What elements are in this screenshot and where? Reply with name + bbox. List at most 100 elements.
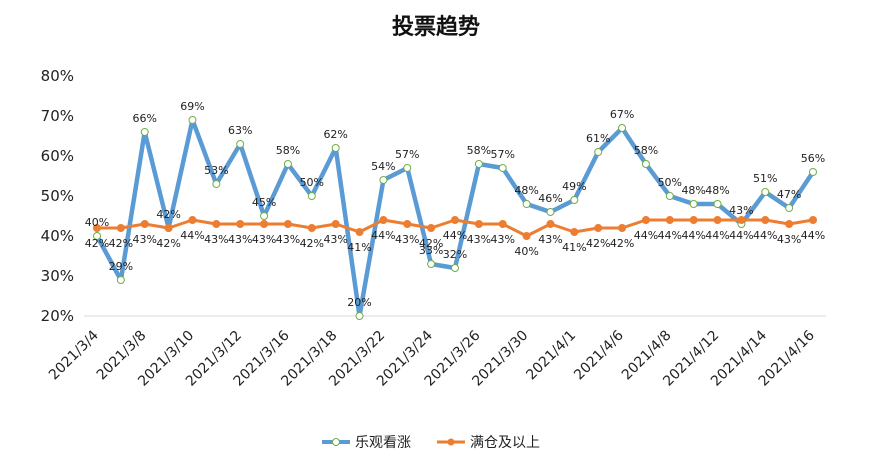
y-axis: 20% 30% 40% 50% 60% 70% 80% (41, 67, 74, 325)
series-2-data-label: 43% (133, 233, 157, 246)
series-2-point (427, 224, 436, 232)
series-1-data-label: 43% (729, 204, 753, 217)
series-2-point (618, 224, 627, 232)
series-2-point (212, 220, 221, 228)
series-2-point (283, 220, 292, 228)
series-1-point (140, 128, 149, 136)
series-2-data-label: 42% (610, 237, 634, 250)
series-2-point (809, 216, 817, 224)
series-1-data-label: 58% (634, 144, 658, 157)
series-2-point (522, 232, 531, 240)
series-1-point (474, 160, 483, 168)
series-1-point (713, 200, 722, 208)
series-2-data-label: 42% (156, 237, 180, 250)
series-2-data-label: 43% (204, 233, 228, 246)
series-2-point (307, 224, 316, 232)
series-2-point (737, 216, 746, 224)
series-1-point (641, 160, 650, 168)
series-1-data-label: 40% (85, 216, 109, 229)
series-1-data-label: 58% (467, 144, 491, 157)
series-1-data-label: 69% (180, 100, 204, 113)
series-2-data-label: 43% (276, 233, 300, 246)
series-1-point (498, 164, 507, 172)
series-2-data-label: 44% (801, 229, 825, 242)
series-1-point (307, 192, 316, 200)
series-2-data-label: 44% (658, 229, 682, 242)
chart-title: 投票趋势 (392, 14, 480, 40)
series-2-data-label: 43% (491, 233, 515, 246)
series-1-point (403, 164, 412, 172)
series-2-point (474, 220, 483, 228)
series-1-data-label: 20% (347, 296, 371, 309)
series-1-data-label: 57% (491, 148, 515, 161)
series-2-point (498, 220, 507, 228)
series-1-data-label: 48% (681, 184, 705, 197)
series-2-point (260, 220, 269, 228)
series-1-point (93, 232, 101, 240)
legend-marker-2 (447, 438, 455, 446)
series-2-point (93, 224, 101, 232)
series-1-data-label: 50% (658, 176, 682, 189)
y-tick-label: 60% (41, 147, 74, 165)
series-1-data-label: 63% (228, 124, 252, 137)
series-1-point (618, 124, 627, 132)
series-1-data-label: 29% (109, 260, 133, 273)
series-1-data-label: 48% (514, 184, 538, 197)
series-2-data-label: 42% (300, 237, 324, 250)
series-1-point (379, 176, 388, 184)
series-2-point (331, 220, 340, 228)
series-2-data-label: 43% (538, 233, 562, 246)
series-1-data-label: 53% (204, 164, 228, 177)
series-1-point (116, 276, 125, 284)
y-tick-label: 20% (41, 307, 74, 325)
series-1-data-label: 49% (562, 180, 586, 193)
series-2-data-label: 44% (180, 229, 204, 242)
series-2-data-label: 43% (395, 233, 419, 246)
series-1-data-label: 46% (538, 192, 562, 205)
series-2-point (761, 216, 770, 224)
y-tick-label: 40% (41, 227, 74, 245)
series-1-data-label: 62% (323, 128, 347, 141)
series-1-data-label: 32% (443, 248, 467, 261)
series-2-data-label: 44% (634, 229, 658, 242)
series-2-point (689, 216, 698, 224)
y-tick-label: 80% (41, 67, 74, 85)
series-2-point (570, 228, 579, 236)
legend-label-1: 乐观看涨 (355, 435, 411, 451)
series-2-data-label: 42% (419, 237, 443, 250)
series-2-data-label: 42% (109, 237, 133, 250)
x-tick-label: 2021/4/1 (523, 328, 579, 384)
series-1-point (809, 168, 817, 176)
series-2-point (355, 228, 364, 236)
series-2-data-label: 44% (753, 229, 777, 242)
series-1-data-label: 50% (300, 176, 324, 189)
legend: 乐观看涨 满仓及以上 (322, 435, 540, 451)
series-1-point (355, 312, 364, 320)
series-2-point (116, 224, 125, 232)
series-1-point (785, 204, 794, 212)
series-1-point (546, 208, 555, 216)
series-1-data-label: 42% (156, 208, 180, 221)
series-1-point (594, 148, 603, 156)
series-2-point (546, 220, 555, 228)
series-2-data-label: 44% (681, 229, 705, 242)
series-2-data-label: 42% (85, 237, 109, 250)
series-1-point (665, 192, 674, 200)
series-1-data-label: 51% (753, 172, 777, 185)
series-1-point (188, 116, 197, 124)
series-2-data-label: 41% (562, 241, 586, 254)
series-2-data-label: 44% (729, 229, 753, 242)
series-2-data-label: 44% (371, 229, 395, 242)
series-2-point (665, 216, 674, 224)
series-1-data-label: 67% (610, 108, 634, 121)
plot-area: 40%29%66%42%69%53%63%45%58%50%62%20%54%5… (85, 100, 825, 320)
series-2-point (641, 216, 650, 224)
series-1-data-label: 54% (371, 160, 395, 173)
series-1-point (761, 188, 770, 196)
series-1-point (451, 264, 459, 272)
y-tick-label: 70% (41, 107, 74, 125)
series-2-data-label: 43% (777, 233, 801, 246)
series-1-point (331, 144, 340, 152)
series-1-point (427, 260, 436, 268)
